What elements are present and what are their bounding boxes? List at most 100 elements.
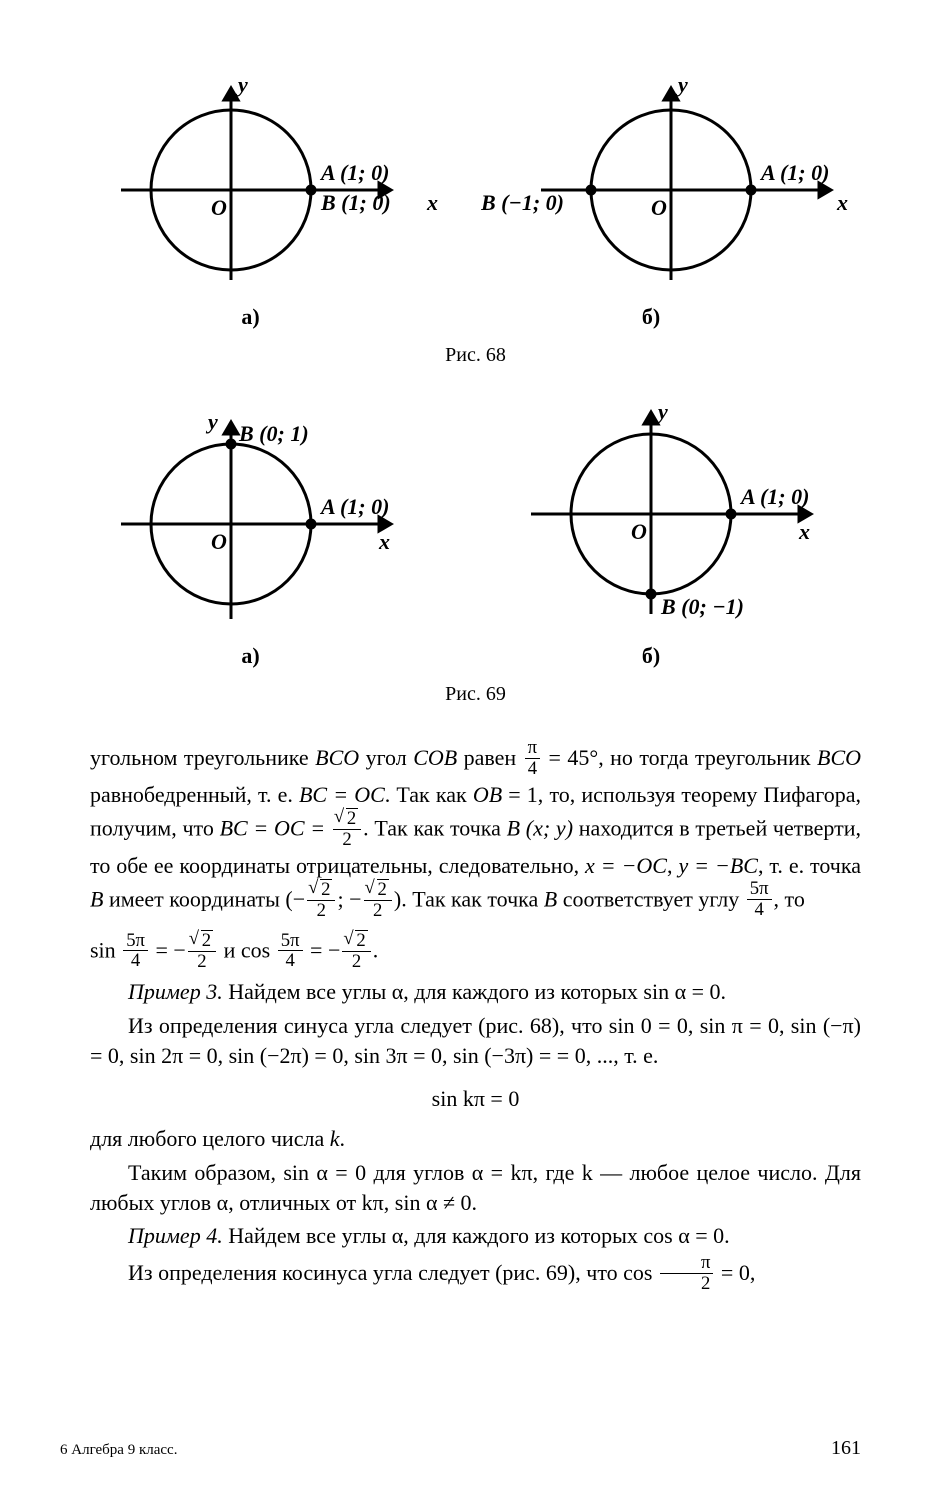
para-4: Из определения синуса угла следует (рис.… [90, 1011, 861, 1070]
t: 2 [342, 952, 370, 972]
t: BCO [817, 745, 861, 770]
fig68b-origin: O [651, 195, 667, 220]
fig69a-ylabel: y [205, 409, 218, 434]
t: Пример 4. [128, 1223, 223, 1248]
fig68b-B: B (−1; 0) [481, 190, 564, 215]
para-6: Таким образом, sin α = 0 для углов α = k… [90, 1158, 861, 1217]
t: Найдем все углы α, для каждого из которы… [223, 1223, 730, 1248]
fig68b-label: б) [642, 304, 660, 330]
fig68-sub-b: y O A (1; 0) B (−1; 0) x б) [481, 70, 861, 330]
fig69a-xlabel: x [378, 529, 390, 554]
fig68b-xlabel: x [836, 190, 848, 215]
fig68-sub-a: y O A (1; 0) B (1; 0) x а) [90, 70, 451, 330]
figures-block: y O A (1; 0) B (1; 0) x а) [90, 70, 861, 718]
page-number: 161 [831, 1437, 861, 1460]
fig69-sub-a: y B (0; 1) O A (1; 0) x а) [90, 399, 451, 669]
figure-68: y O A (1; 0) B (1; 0) x а) [90, 70, 861, 330]
fig68a-label: а) [241, 304, 259, 330]
t: . Так как точка [363, 816, 506, 841]
para-8: Из определения косинуса угла следует (ри… [90, 1255, 861, 1295]
t: 5π [123, 931, 148, 952]
t: соответствует углу [557, 887, 744, 912]
t: . Так как точка [401, 887, 544, 912]
figure-69: y B (0; 1) O A (1; 0) x а) [90, 399, 861, 669]
t: π [525, 738, 540, 759]
t: sin kπ = 0 [432, 1086, 520, 1111]
t: равен [457, 745, 522, 770]
fig69a-svg: y B (0; 1) O A (1; 0) x [91, 399, 451, 639]
t: Из определения синуса угла следует (рис.… [90, 1013, 861, 1068]
t: Пример 3. [128, 979, 223, 1004]
fig68a-xlabel: x [426, 190, 438, 215]
t: Найдем все углы α, для каждого из которы… [223, 979, 726, 1004]
t: 4 [278, 951, 303, 971]
fig69b-origin: O [631, 519, 647, 544]
fig69a-B: B (0; 1) [238, 421, 309, 446]
t: , т. е. точка [758, 853, 861, 878]
centered-equation: sin kπ = 0 [90, 1084, 861, 1114]
fig68a-svg: y O A (1; 0) B (1; 0) x [91, 70, 451, 300]
t: = 45°, но тогда треугольник [542, 745, 817, 770]
t: cos [241, 938, 276, 963]
fig69b-svg: y O A (1; 0) B (0; −1) x [481, 399, 861, 639]
t: 2 [346, 808, 358, 829]
t: 2 [333, 830, 361, 850]
t: угольном треугольнике [90, 745, 315, 770]
fig69a-origin: O [211, 529, 227, 554]
t: 2 [307, 901, 335, 921]
t: 4 [123, 951, 148, 971]
t: имеет координаты [103, 887, 285, 912]
fig68-caption: Рис. 68 [90, 344, 861, 367]
t: для любого целого числа [90, 1126, 330, 1151]
fig69-caption: Рис. 69 [90, 683, 861, 706]
t: = 0, [715, 1260, 755, 1285]
t: 2 [355, 930, 367, 951]
fig68a-A: A (1; 0) [319, 160, 389, 185]
t: 4 [747, 900, 772, 920]
t: B [544, 887, 557, 912]
t: x = −OC [585, 853, 667, 878]
para-3: Пример 3. Найдем все углы α, для каждого… [90, 977, 861, 1007]
page-footer: 6 Алгебра 9 класс. 161 [60, 1437, 861, 1460]
t: 2 [660, 1274, 713, 1294]
body-text: угольном треугольнике BCO угол COB равен… [90, 740, 861, 1295]
t: = − [150, 938, 186, 963]
fig69b-xlabel: x [798, 519, 810, 544]
t: 2 [377, 879, 389, 900]
t: 5π [278, 931, 303, 952]
t: sin [90, 938, 121, 963]
t: . Так как [385, 782, 473, 807]
t: угол [359, 745, 413, 770]
t: BC = OC [299, 782, 385, 807]
fig69-sub-b: y O A (1; 0) B (0; −1) x б) [481, 399, 861, 669]
t: . [373, 938, 379, 963]
t: Из определения косинуса угла следует (ри… [128, 1260, 658, 1285]
t: 5π [747, 879, 772, 900]
fig68b-svg: y O A (1; 0) B (−1; 0) x [481, 70, 861, 300]
t: π [660, 1253, 713, 1274]
t: BC = OC = [220, 816, 331, 841]
t: COB [413, 745, 457, 770]
t: . [339, 1126, 345, 1151]
t: 2 [201, 930, 213, 951]
t: 2 [364, 901, 392, 921]
footer-left: 6 Алгебра 9 класс. [60, 1442, 177, 1459]
t: 2 [188, 952, 216, 972]
fig68b-ylabel: y [675, 72, 688, 97]
para-sincos: sin 5π4 = −22 и cos 5π4 = −22. [90, 932, 861, 973]
fig69b-label: б) [642, 643, 660, 669]
fig69a-A: A (1; 0) [319, 494, 389, 519]
t: 2 [320, 879, 332, 900]
fig68a-B: B (1; 0) [320, 190, 391, 215]
fig69b-B: B (0; −1) [660, 594, 744, 619]
t: = − [305, 938, 341, 963]
t: OB [473, 782, 502, 807]
t: Таким образом, sin α = 0 для углов α = k… [90, 1160, 861, 1215]
t: равнобедренный, т. е. [90, 782, 299, 807]
t: B (x; y) [507, 816, 573, 841]
t: , то [774, 887, 805, 912]
fig69b-A: A (1; 0) [739, 484, 809, 509]
t: y = −BC [678, 853, 758, 878]
t: 4 [525, 759, 540, 779]
page: y O A (1; 0) B (1; 0) x а) [0, 0, 931, 1500]
